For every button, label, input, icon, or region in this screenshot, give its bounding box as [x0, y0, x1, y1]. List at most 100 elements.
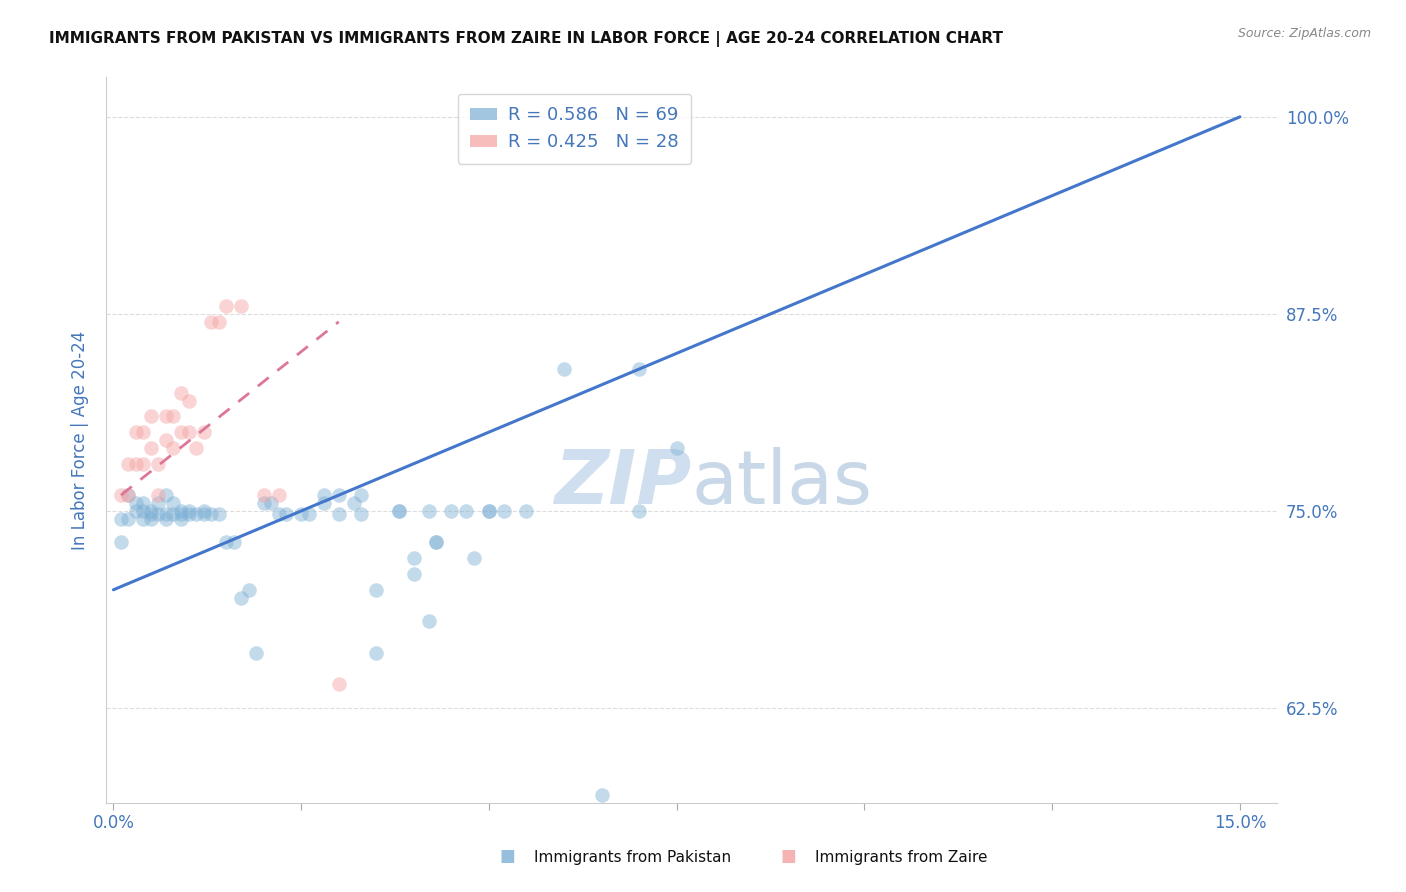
Point	[478, 504, 501, 518]
Point	[290, 507, 312, 521]
Point	[276, 507, 298, 521]
Legend: R = 0.586   N = 69, R = 0.425   N = 28: R = 0.586 N = 69, R = 0.425 N = 28	[457, 94, 692, 164]
Point	[155, 409, 177, 424]
Point	[162, 409, 184, 424]
Point	[117, 488, 139, 502]
Point	[110, 535, 132, 549]
Point	[117, 512, 139, 526]
Point	[110, 512, 132, 526]
Point	[478, 504, 501, 518]
Point	[328, 507, 350, 521]
Point	[440, 504, 463, 518]
Point	[402, 551, 425, 566]
Point	[343, 496, 366, 510]
Point	[215, 535, 238, 549]
Point	[515, 504, 537, 518]
Point	[177, 425, 200, 439]
Text: Source: ZipAtlas.com: Source: ZipAtlas.com	[1237, 27, 1371, 40]
Point	[463, 551, 485, 566]
Point	[132, 496, 155, 510]
Point	[260, 496, 283, 510]
Point	[170, 512, 193, 526]
Point	[553, 362, 575, 376]
Point	[222, 535, 245, 549]
Point	[350, 488, 373, 502]
Point	[184, 507, 207, 521]
Point	[267, 507, 290, 521]
Point	[207, 507, 229, 521]
Point	[425, 535, 447, 549]
Point	[215, 299, 238, 313]
Point	[425, 535, 447, 549]
Point	[132, 425, 155, 439]
Point	[148, 457, 170, 471]
Point	[177, 393, 200, 408]
Point	[193, 507, 215, 521]
Point	[350, 507, 373, 521]
Point	[117, 457, 139, 471]
Y-axis label: In Labor Force | Age 20-24: In Labor Force | Age 20-24	[72, 330, 89, 549]
Point	[155, 507, 177, 521]
Point	[155, 512, 177, 526]
Point	[125, 425, 148, 439]
Point	[388, 504, 411, 518]
Point	[162, 496, 184, 510]
Point	[245, 646, 267, 660]
Point	[148, 488, 170, 502]
Point	[418, 615, 440, 629]
Point	[170, 425, 193, 439]
Point	[139, 504, 162, 518]
Point	[229, 299, 252, 313]
Point	[139, 512, 162, 526]
Point	[366, 582, 388, 597]
Point	[110, 488, 132, 502]
Point	[312, 488, 335, 502]
Point	[177, 507, 200, 521]
Point	[200, 507, 222, 521]
Point	[117, 488, 139, 502]
Point	[155, 433, 177, 447]
Point	[200, 315, 222, 329]
Text: IMMIGRANTS FROM PAKISTAN VS IMMIGRANTS FROM ZAIRE IN LABOR FORCE | AGE 20-24 COR: IMMIGRANTS FROM PAKISTAN VS IMMIGRANTS F…	[49, 31, 1004, 47]
Point	[132, 504, 155, 518]
Point	[238, 582, 260, 597]
Point	[298, 507, 321, 521]
Point	[170, 385, 193, 400]
Point	[366, 646, 388, 660]
Point	[388, 504, 411, 518]
Point	[132, 457, 155, 471]
Point	[267, 488, 290, 502]
Text: ■: ■	[499, 847, 515, 865]
Point	[229, 591, 252, 605]
Point	[207, 315, 229, 329]
Point	[591, 788, 613, 802]
Text: Immigrants from Pakistan: Immigrants from Pakistan	[534, 850, 731, 865]
Point	[125, 457, 148, 471]
Point	[402, 567, 425, 582]
Point	[155, 488, 177, 502]
Point	[628, 504, 651, 518]
Point	[177, 504, 200, 518]
Text: atlas: atlas	[692, 447, 873, 520]
Point	[193, 504, 215, 518]
Point	[125, 496, 148, 510]
Point	[184, 441, 207, 455]
Point	[170, 504, 193, 518]
Point	[665, 441, 688, 455]
Point	[328, 488, 350, 502]
Point	[148, 507, 170, 521]
Text: Immigrants from Zaire: Immigrants from Zaire	[815, 850, 988, 865]
Point	[312, 496, 335, 510]
Point	[139, 507, 162, 521]
Point	[170, 507, 193, 521]
Point	[162, 507, 184, 521]
Point	[628, 362, 651, 376]
Point	[456, 504, 478, 518]
Point	[139, 441, 162, 455]
Point	[492, 504, 515, 518]
Point	[252, 488, 274, 502]
Text: ■: ■	[780, 847, 796, 865]
Text: ZIP: ZIP	[554, 447, 692, 520]
Point	[132, 512, 155, 526]
Point	[418, 504, 440, 518]
